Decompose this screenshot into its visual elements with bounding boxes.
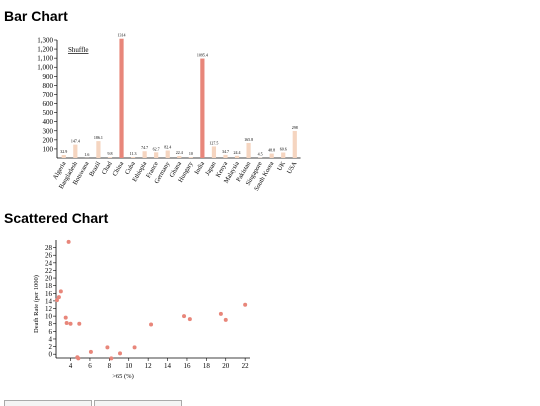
scatter-x-tick-label: 8 [108,362,112,370]
scatter-point [243,303,247,307]
scatter-point [182,314,186,318]
scatter-y-tick-label: 14 [45,297,53,305]
scatter-y-tick-label: 18 [45,282,53,290]
scatter-point [77,322,81,326]
scatter-y-tick-label: 4 [49,335,53,343]
scatter-y-tick-label: 20 [45,275,53,283]
scatter-x-axis-label: >65 (%) [112,373,134,380]
scatter-y-tick-label: 24 [45,259,53,267]
scatter-point [219,312,223,316]
scatter-y-axis-label: Death Rate (per 1000) [33,275,40,333]
scatter-y-tick-label: 22 [45,267,53,275]
scatter-x-tick-label: 22 [242,362,250,370]
scatter-point [188,317,192,321]
scatter-y-tick-label: 10 [45,313,53,321]
scatter-point [64,316,68,320]
scatter-x-tick-label: 18 [203,362,211,370]
scatter-y-tick-label: 12 [45,305,53,313]
scatter-point [65,321,69,325]
scatter-y-tick-label: 26 [45,252,53,260]
scatter-y-tick-label: 28 [45,244,53,252]
bottom-button-right[interactable] [94,400,182,406]
scatter-y-tick-label: 16 [45,290,53,298]
scatter-point [69,322,73,326]
scatter-x-tick-label: 4 [69,362,73,370]
bottom-controls [4,400,184,404]
scatter-y-tick-label: 6 [49,328,53,336]
scatter-x-tick-label: 20 [222,362,230,370]
scatter-point [149,323,153,327]
scatter-point [105,345,109,349]
scatter-x-tick-label: 16 [183,362,191,370]
scatter-y-tick-label: 8 [49,320,53,328]
scatter-point [76,356,80,360]
scatter-x-tick-label: 14 [164,362,172,370]
scatter-point [109,356,113,360]
scatter-y-tick-label: 0 [49,351,53,359]
scatter-point [67,240,71,244]
scatter-point [224,318,228,322]
scatter-x-tick-label: 6 [88,362,92,370]
scatter-point [89,350,93,354]
bottom-button-left[interactable] [4,400,92,406]
scatter-point [59,289,63,293]
scatter-y-tick-label: 2 [49,343,53,351]
scatter-x-tick-label: 10 [125,362,133,370]
scatter-point [133,345,137,349]
scatter-point [57,295,61,299]
scatter-point [118,351,122,355]
scatter-x-tick-label: 12 [145,362,153,370]
